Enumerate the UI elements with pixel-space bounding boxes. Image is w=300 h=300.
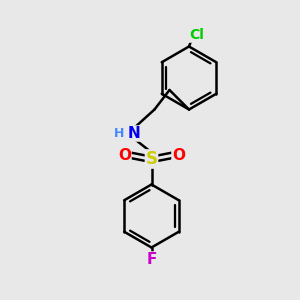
Text: O: O <box>172 148 185 163</box>
Text: Cl: Cl <box>189 28 204 42</box>
Text: S: S <box>146 150 158 168</box>
Text: H: H <box>114 127 124 140</box>
Text: O: O <box>118 148 131 163</box>
Text: N: N <box>128 126 141 141</box>
Text: F: F <box>146 252 157 267</box>
